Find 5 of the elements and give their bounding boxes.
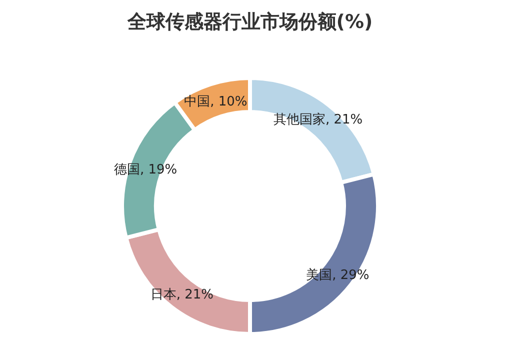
slice-label: 美国, 29% [306,267,370,284]
slice-label: 中国, 10% [184,94,248,110]
slice-label: 日本, 21% [150,288,214,303]
slice-label: 其他国家, 21% [273,111,363,128]
chart-title: 全球传感器行业市场份额(%) [126,11,373,33]
